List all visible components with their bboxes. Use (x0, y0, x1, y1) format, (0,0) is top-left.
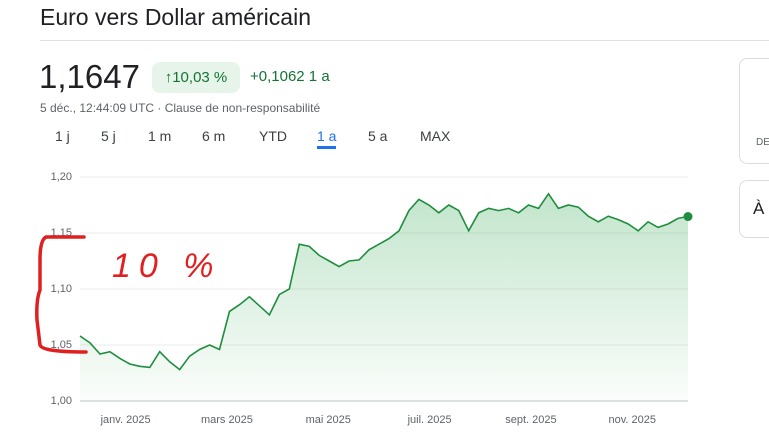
y-tick-label: 1,00 (51, 395, 72, 407)
side-card: À (739, 180, 769, 238)
price-line (79, 192, 689, 371)
tab[interactable]: 5 j (101, 128, 116, 144)
annotation: 10 % (112, 247, 222, 285)
tab[interactable]: 1 m (148, 128, 172, 144)
change-badge: ↑10,03 % (152, 62, 240, 93)
tab[interactable]: 6 m (202, 128, 226, 144)
side-card: DE (739, 58, 769, 164)
y-tick-label: 1,20 (51, 171, 72, 183)
side-text: À (753, 199, 765, 218)
divider (40, 40, 769, 41)
y-tick-label: 1,10 (51, 283, 72, 295)
tab[interactable]: 5 a (368, 128, 388, 144)
title: Euro vers Dollar américain (40, 4, 311, 30)
last-point (683, 212, 693, 222)
price: 1,1647 (39, 58, 140, 95)
x-tick-label: juil. 2025 (407, 414, 452, 426)
y-tick-label: 1,05 (51, 339, 72, 351)
tab[interactable]: YTD (259, 128, 287, 144)
tab[interactable]: MAX (420, 128, 451, 144)
change-pct: 10,03 % (172, 69, 228, 86)
side-text: DE (756, 137, 769, 148)
tab[interactable]: 1 j (55, 128, 70, 144)
timestamp: 5 déc., 12:44:09 UTC · Clause de non-res… (40, 101, 321, 115)
change-abs: +0,1062 1 a (250, 68, 330, 85)
red-bracket (35, 235, 88, 354)
x-tick-label: mai 2025 (306, 414, 351, 426)
x-tick-label: janv. 2025 (100, 414, 151, 426)
area (80, 193, 688, 401)
tab[interactable]: 1 a (317, 128, 337, 149)
x-tick-label: sept. 2025 (505, 414, 556, 426)
x-tick-label: nov. 2025 (609, 414, 657, 426)
x-tick-label: mars 2025 (201, 414, 253, 426)
